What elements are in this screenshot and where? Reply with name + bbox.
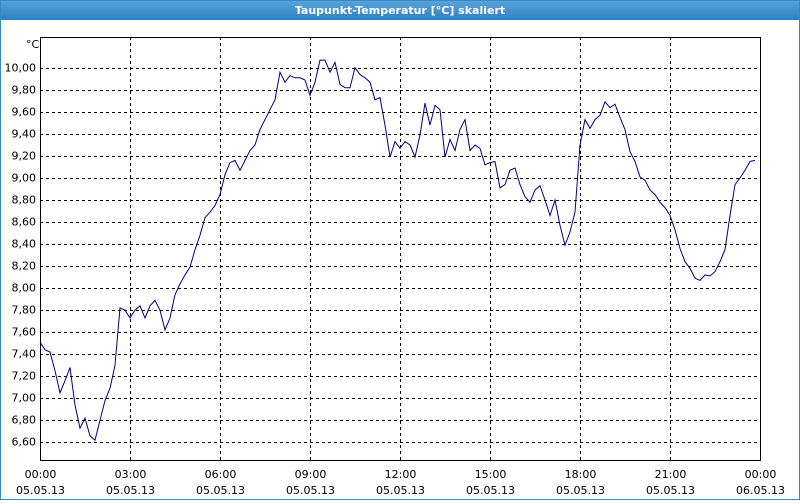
y-axis-unit: °C xyxy=(26,38,40,51)
y-tick-label: 8,00 xyxy=(12,282,37,295)
x-tick-label: 00:00 xyxy=(745,468,777,481)
y-tick-label: 7,80 xyxy=(12,304,37,317)
y-tick-label: 9,20 xyxy=(12,150,37,163)
x-tick-date: 05.05.13 xyxy=(646,484,695,497)
plot: 6,60 6,80 7,00 7,20 7,40 7,60 7,80 8,00 8,20 8,40… xyxy=(5,37,785,497)
plot-border xyxy=(40,37,761,461)
y-tick-label: 8,60 xyxy=(12,216,37,229)
x-tick-label: 18:00 xyxy=(565,468,597,481)
data-line xyxy=(39,59,756,442)
x-tick-date: 05.05.13 xyxy=(556,484,605,497)
y-tick-label: 8,40 xyxy=(12,238,37,251)
x-tick-label: 09:00 xyxy=(295,468,327,481)
y-tick-label: 7,00 xyxy=(12,392,37,405)
x-tick-label: 21:00 xyxy=(655,468,687,481)
y-tick-label: 9,60 xyxy=(12,106,37,119)
y-tick-label: 9,40 xyxy=(12,128,37,141)
y-tick-label: 9,80 xyxy=(12,84,37,97)
x-tick-date: 05.05.13 xyxy=(376,484,425,497)
y-tick-label: 7,20 xyxy=(12,370,37,383)
x-tick-date: 05.05.13 xyxy=(16,484,65,497)
x-tick-label: 00:00 xyxy=(25,468,57,481)
x-tick-label: 15:00 xyxy=(475,468,507,481)
x-tick-date: 05.05.13 xyxy=(466,484,515,497)
y-tick-label: 7,40 xyxy=(12,348,37,361)
x-tick-date: 05.05.13 xyxy=(106,484,155,497)
x-tick-label: 03:00 xyxy=(115,468,147,481)
window-title: Taupunkt-Temperatur [°C] skaliert xyxy=(295,4,505,17)
y-tick-label: 6,60 xyxy=(12,436,37,449)
x-tick-label: 06:00 xyxy=(205,468,237,481)
x-tick-date: 05.05.13 xyxy=(196,484,245,497)
y-tick-label: 7,60 xyxy=(12,326,37,339)
y-tick-label: 6,80 xyxy=(12,414,37,427)
x-tick-label: 12:00 xyxy=(385,468,417,481)
y-tick-label: 9,00 xyxy=(12,172,37,185)
x-tick-date: 05.05.13 xyxy=(286,484,335,497)
y-tick-label: 8,80 xyxy=(12,194,37,207)
y-tick-label: 10,00 xyxy=(5,62,37,75)
title-bar xyxy=(0,0,800,20)
x-tick-date: 06.05.13 xyxy=(736,484,785,497)
y-tick-label: 8,20 xyxy=(12,260,37,273)
